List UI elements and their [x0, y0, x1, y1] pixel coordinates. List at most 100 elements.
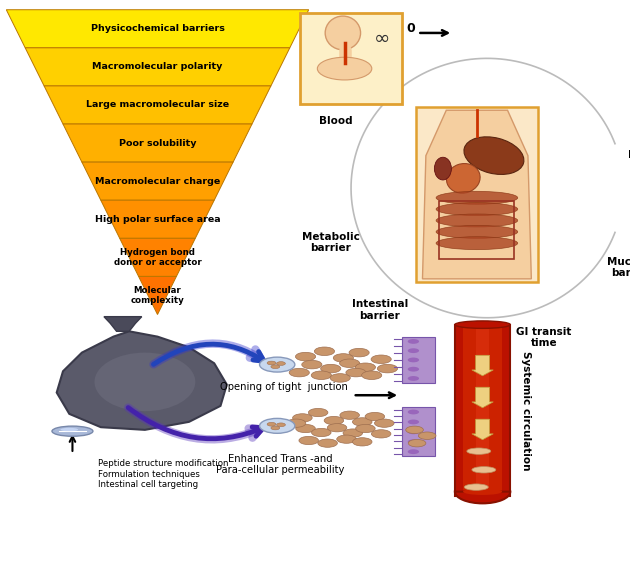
Polygon shape — [57, 331, 227, 430]
Circle shape — [260, 357, 295, 372]
Ellipse shape — [52, 426, 93, 436]
Circle shape — [330, 373, 350, 382]
Circle shape — [318, 439, 338, 448]
Circle shape — [267, 423, 276, 426]
Polygon shape — [6, 10, 309, 48]
Circle shape — [418, 432, 436, 439]
Text: GI transit
time: GI transit time — [517, 327, 572, 348]
Circle shape — [292, 414, 312, 422]
Ellipse shape — [436, 191, 518, 204]
Circle shape — [277, 362, 285, 365]
Polygon shape — [423, 110, 531, 279]
Ellipse shape — [464, 484, 488, 490]
Ellipse shape — [318, 57, 372, 80]
Ellipse shape — [94, 353, 195, 411]
Polygon shape — [44, 86, 271, 124]
Circle shape — [321, 364, 341, 373]
Text: Enhanced Trans -and
Para-cellular permeability: Enhanced Trans -and Para-cellular permea… — [216, 454, 345, 475]
Circle shape — [336, 435, 357, 444]
Text: Blood: Blood — [319, 116, 353, 126]
Circle shape — [408, 449, 419, 454]
Circle shape — [299, 437, 319, 445]
FancyArrowPatch shape — [154, 344, 264, 364]
Polygon shape — [82, 162, 233, 200]
Ellipse shape — [435, 157, 451, 180]
Polygon shape — [25, 48, 290, 86]
Circle shape — [314, 347, 335, 356]
Polygon shape — [101, 200, 214, 239]
Circle shape — [325, 16, 360, 50]
Text: Mucosal
barrier: Mucosal barrier — [607, 256, 630, 278]
Circle shape — [295, 353, 316, 361]
Bar — [402, 336, 435, 383]
Bar — [402, 407, 435, 456]
Circle shape — [355, 363, 375, 372]
Circle shape — [374, 419, 394, 427]
Text: 0: 0 — [406, 22, 415, 35]
Text: Intestinal
barrier: Intestinal barrier — [352, 299, 408, 321]
Text: Luminal
barrier: Luminal barrier — [628, 149, 630, 171]
Circle shape — [406, 426, 423, 434]
Circle shape — [408, 376, 419, 381]
Ellipse shape — [436, 237, 518, 250]
Text: Peptide structure modification
Formulation techniques
Intestinal cell targeting: Peptide structure modification Formulati… — [98, 459, 228, 489]
Circle shape — [296, 424, 315, 433]
Text: Physicochemical barriers: Physicochemical barriers — [91, 24, 224, 33]
Circle shape — [289, 368, 309, 377]
Text: Macromolecular charge: Macromolecular charge — [95, 177, 220, 186]
Circle shape — [346, 368, 366, 377]
Circle shape — [271, 365, 280, 369]
Circle shape — [408, 420, 419, 424]
Bar — [463, 326, 502, 491]
Circle shape — [408, 367, 419, 372]
Ellipse shape — [455, 321, 510, 328]
Text: Hydrogen bond
donor or acceptor: Hydrogen bond donor or acceptor — [113, 248, 202, 267]
Circle shape — [362, 371, 382, 379]
Circle shape — [408, 349, 419, 353]
Circle shape — [271, 426, 280, 430]
FancyArrowPatch shape — [128, 408, 260, 439]
Ellipse shape — [436, 214, 518, 227]
Circle shape — [311, 428, 331, 437]
Circle shape — [340, 359, 360, 368]
Bar — [476, 326, 489, 491]
FancyBboxPatch shape — [416, 107, 538, 282]
Text: Macromolecular polarity: Macromolecular polarity — [93, 63, 222, 71]
Text: High polar surface area: High polar surface area — [94, 215, 220, 223]
Circle shape — [372, 430, 391, 438]
Text: Molecular
complexity: Molecular complexity — [130, 286, 185, 305]
Circle shape — [371, 355, 391, 364]
Circle shape — [267, 361, 276, 365]
Polygon shape — [139, 276, 176, 314]
Text: Poor solubility: Poor solubility — [118, 138, 197, 148]
Text: Systemic circulation: Systemic circulation — [521, 351, 531, 471]
Circle shape — [309, 408, 328, 417]
Circle shape — [408, 358, 419, 362]
Circle shape — [353, 438, 372, 446]
Text: Metabolic
barrier: Metabolic barrier — [302, 232, 359, 253]
FancyArrow shape — [472, 419, 493, 439]
Circle shape — [408, 439, 419, 444]
Circle shape — [302, 360, 322, 369]
Circle shape — [408, 430, 419, 434]
Ellipse shape — [472, 467, 496, 473]
Ellipse shape — [463, 488, 502, 495]
Ellipse shape — [467, 448, 491, 455]
Text: Opening of tight  junction: Opening of tight junction — [220, 382, 347, 392]
Wedge shape — [455, 492, 510, 503]
Ellipse shape — [60, 428, 78, 431]
FancyBboxPatch shape — [300, 13, 402, 104]
Polygon shape — [104, 317, 142, 331]
Circle shape — [408, 339, 419, 344]
Ellipse shape — [447, 163, 480, 193]
Circle shape — [343, 429, 362, 437]
Circle shape — [377, 364, 398, 373]
Circle shape — [328, 424, 347, 432]
Circle shape — [260, 419, 295, 433]
Circle shape — [277, 423, 285, 427]
Circle shape — [333, 354, 353, 362]
Circle shape — [365, 412, 384, 421]
Ellipse shape — [436, 225, 518, 239]
Polygon shape — [120, 239, 195, 276]
FancyArrowPatch shape — [128, 408, 263, 439]
